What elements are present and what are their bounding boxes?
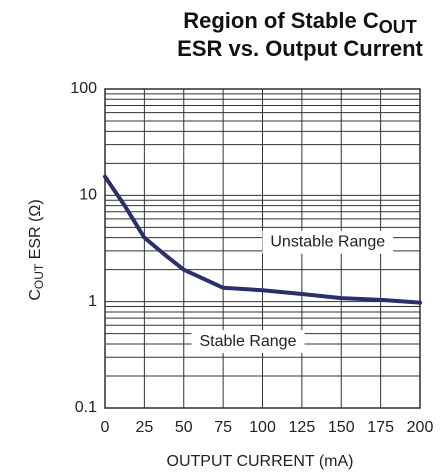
label-part: ESR (Ω)	[27, 199, 44, 263]
x-axis-label: OUTPUT CURRENT (mA)	[167, 453, 354, 470]
chart-title: ESR vs. Output Current	[177, 36, 423, 61]
x-tick-label: 25	[135, 419, 153, 436]
annotation: Stable Range	[200, 333, 297, 350]
x-tick-label: 150	[328, 419, 355, 436]
y-axis-label: COUT ESR (Ω)	[27, 199, 46, 300]
x-tick-label: 100	[249, 419, 276, 436]
label-part: C	[27, 289, 44, 301]
x-tick-label: 50	[175, 419, 193, 436]
annotation: Unstable Range	[270, 234, 385, 251]
chart-title: Region of Stable COUT	[183, 8, 417, 37]
x-tick-label: 0	[101, 419, 110, 436]
title-part: Region of Stable C	[183, 8, 379, 33]
y-tick-label: 0.1	[75, 399, 97, 416]
title-subscript: OUT	[379, 17, 417, 37]
annotation-background	[191, 329, 305, 353]
x-tick-label: 200	[407, 419, 434, 436]
y-tick-label: 100	[70, 80, 97, 97]
x-tick-label: 125	[289, 419, 316, 436]
line-series	[103, 174, 422, 305]
annotation-background	[262, 230, 394, 254]
x-tick-label: 75	[214, 419, 232, 436]
x-tick-label: 175	[367, 419, 394, 436]
y-tick-label: 1	[88, 293, 97, 310]
y-tick-label: 10	[79, 187, 97, 204]
label-subscript: OUT	[32, 263, 46, 289]
